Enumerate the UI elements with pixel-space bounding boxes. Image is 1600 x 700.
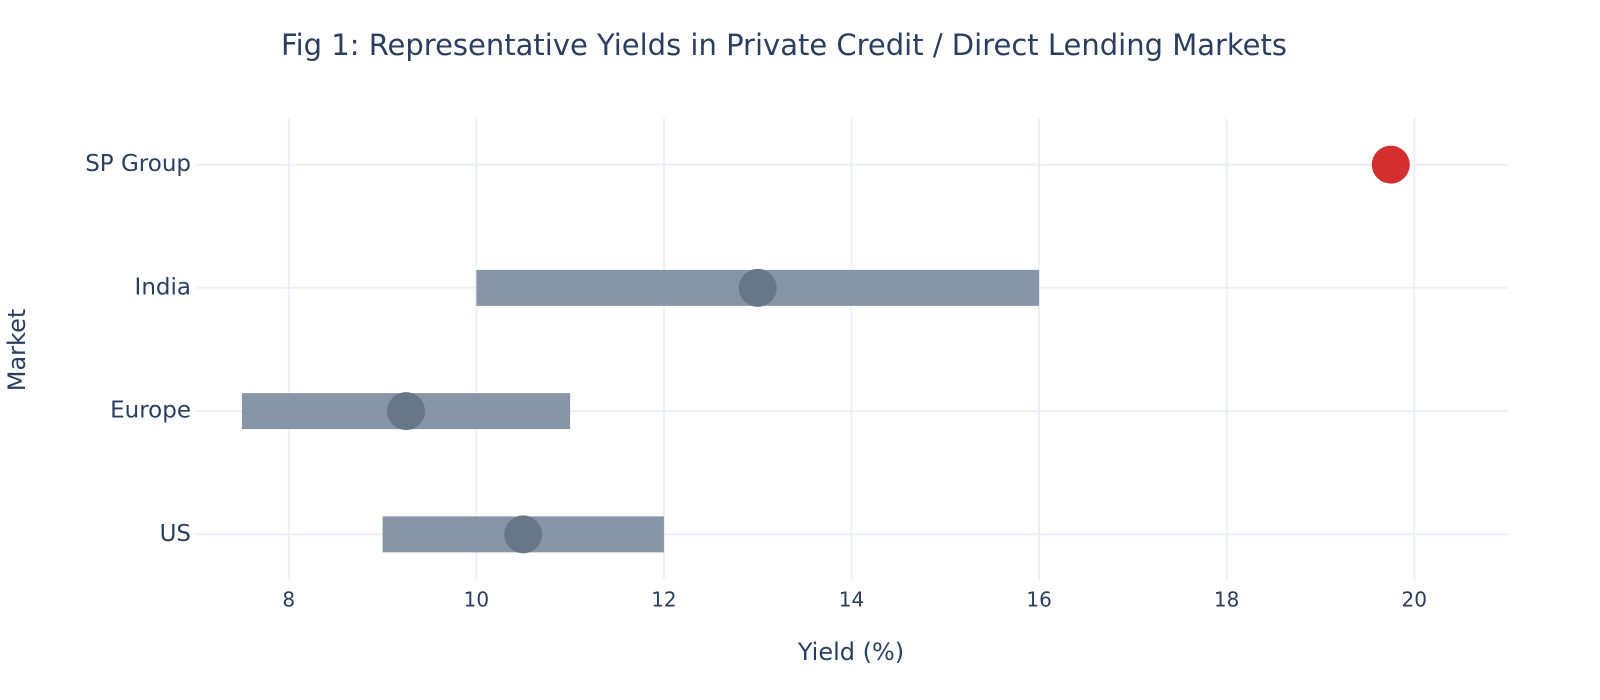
x-tick-label: 20 [1401,588,1426,612]
x-tick-label: 16 [1026,588,1051,612]
x-tick-label: 8 [282,588,295,612]
x-tick-label: 12 [651,588,676,612]
y-tick-label: Europe [110,398,191,424]
x-tick-label: 10 [464,588,489,612]
x-tick-label: 18 [1214,588,1239,612]
y-axis-title: Market [3,309,31,392]
mid-point [387,392,426,431]
chart-title: Fig 1: Representative Yields in Private … [281,28,1287,62]
mid-point [504,515,543,554]
x-tick-label: 14 [839,588,864,612]
y-tick-label: India [135,274,191,300]
x-axis-title: Yield (%) [797,638,904,666]
y-tick-label: SP Group [85,151,191,177]
y-tick-label: US [160,521,191,547]
mid-point [1371,145,1410,184]
mid-point [738,268,777,307]
